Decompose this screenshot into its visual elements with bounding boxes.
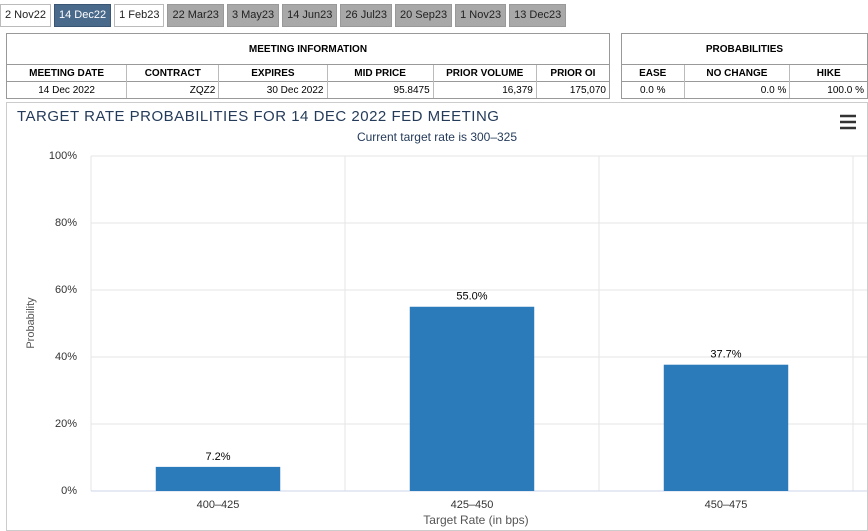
bar [409,306,535,491]
y-tick-label: 40% [55,351,77,363]
column-header: HIKE [789,64,867,82]
date-tab[interactable]: 20 Sep23 [395,4,453,27]
cell: 95.8475 [326,81,434,98]
x-axis-label: Target Rate (in bps) [423,513,528,527]
date-tab[interactable]: 26 Jul23 [340,4,392,27]
date-tab[interactable]: 13 Dec23 [509,4,567,27]
cell: 0.0 % [622,81,684,98]
chart-subtitle: Current target rate is 300–325 [357,130,517,144]
menu-icon[interactable] [840,114,856,130]
probabilities-table: PROBABILITIES EASE NO CHANGE HIKE 0.0 % 0.0 %… [622,34,867,98]
column-header: MID PRICE [326,64,434,82]
bar [663,364,789,491]
cell: 30 Dec 2022 [218,81,327,98]
date-tab[interactable]: 14 Dec22 [53,4,112,27]
meeting-info-table: MEETING INFORMATION MEETING DATE CONTRACT E… [7,34,609,98]
title-row: MEETING INFORMATION [7,34,609,65]
chart: TARGET RATE PROBABILITIES FOR 14 DEC 202… [6,102,868,531]
probabilities-panel: PROBABILITIES EASE NO CHANGE HIKE 0.0 % 0.0 %… [621,33,868,99]
column-header: NO CHANGE [683,64,790,82]
cell: ZQZ2 [126,81,219,98]
chart-title: TARGET RATE PROBABILITIES FOR 14 DEC 202… [17,108,499,125]
y-tick-label: 0% [61,485,77,497]
date-tab[interactable]: 2 Nov22 [0,4,51,27]
column-header: EASE [622,64,684,82]
bar [155,466,281,491]
tab-bar: 2 Nov22 14 Dec22 1 Feb23 22 Mar23 3 May23 14 … [0,4,567,27]
y-tick-label: 80% [55,217,77,229]
y-tick-label: 100% [49,150,77,162]
cell: 175,070 [535,81,609,98]
title-row: PROBABILITIES [622,34,867,65]
date-tab[interactable]: 14 Jun23 [282,4,338,27]
column-header: MEETING DATE [7,64,127,82]
y-tick-label: 60% [55,284,77,296]
x-tick-label: 425–450 [451,499,494,511]
table-title: MEETING INFORMATION [248,43,368,55]
data-row: 0.0 % 0.0 % 100.0 % [622,81,867,98]
x-tick-label: 450–475 [705,499,748,511]
column-header: CONTRACT [126,64,219,82]
table-title: PROBABILITIES [705,43,784,55]
date-tab[interactable]: 1 Nov23 [455,4,507,27]
column-header: EXPIRES [218,64,327,82]
cell: 16,379 [432,81,537,98]
data-row: 14 Dec 2022 ZQZ2 30 Dec 2022 95.8475 16,379 1… [7,81,609,98]
date-tab[interactable]: 3 May23 [226,4,280,27]
value-label: 55.0% [456,291,487,303]
y-tick-label: 20% [55,418,77,430]
date-tab[interactable]: 1 Feb23 [114,4,165,27]
meeting-info-panel: MEETING INFORMATION MEETING DATE CONTRACT E… [6,33,610,99]
header-row: EASE NO CHANGE HIKE [622,64,867,82]
date-tab[interactable]: 22 Mar23 [167,4,224,27]
value-label: 7.2% [205,451,230,463]
column-header: PRIOR OI [535,64,609,82]
column-header: PRIOR VOLUME [432,64,537,82]
value-label: 37.7% [710,349,741,361]
y-axis-label: Probability [25,297,37,349]
cell: 0.0 % [683,81,790,98]
cell: 100.0 % [789,81,867,98]
cell: 14 Dec 2022 [7,81,127,98]
header-row: MEETING DATE CONTRACT EXPIRES MID PRICE PRIO… [7,64,609,82]
menu-button[interactable] [837,113,859,131]
x-tick-label: 400–425 [197,499,240,511]
